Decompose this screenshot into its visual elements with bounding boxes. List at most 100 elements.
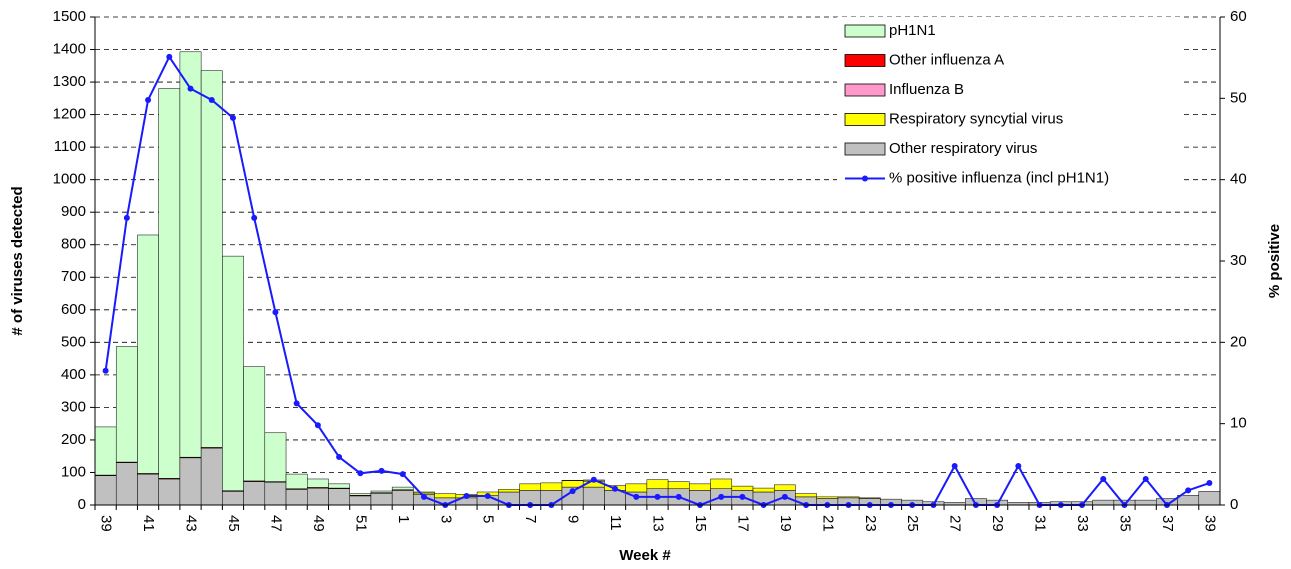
x-axis-title: Week # <box>619 547 671 564</box>
bar-segment <box>434 493 457 499</box>
line-point <box>251 214 258 221</box>
bar-segment <box>349 495 372 506</box>
line-point <box>951 462 958 469</box>
line-point <box>102 367 109 374</box>
x-tick-label: 45 <box>225 515 242 532</box>
x-tick-label: 21 <box>819 515 836 532</box>
y-tick-label: 1200 <box>53 106 86 123</box>
line-point <box>166 53 173 60</box>
bar-segment <box>285 489 308 506</box>
line-point <box>357 470 364 477</box>
line-point <box>1100 475 1107 482</box>
bar-segment <box>646 479 669 489</box>
bar-segment <box>370 490 393 493</box>
x-tick-label: 27 <box>947 515 964 532</box>
x-tick-label: 1 <box>395 515 412 523</box>
bar-segment <box>1092 499 1115 506</box>
line-point <box>739 493 746 500</box>
y2-tick-label: 30 <box>1230 252 1247 269</box>
x-tick-label: 49 <box>310 515 327 532</box>
x-tick-label: 43 <box>183 515 200 532</box>
bar-segment <box>391 486 414 490</box>
bar-segment <box>285 473 308 489</box>
bar-segment <box>752 487 775 493</box>
y-tick-label: 300 <box>61 398 86 415</box>
bar-segment <box>243 481 266 506</box>
y2-tick-label: 20 <box>1230 333 1247 350</box>
bar-segment <box>1198 491 1221 506</box>
line-point <box>208 96 215 103</box>
legend: pH1N1 Other influenza A Influenza B Respira… <box>837 17 1182 198</box>
bar-segment <box>391 490 414 506</box>
bar-segment <box>731 485 754 491</box>
bar-segment <box>307 478 329 488</box>
bar-segment <box>582 486 605 506</box>
bar-segment <box>540 482 563 491</box>
bar-segment <box>200 70 223 448</box>
y-tick-label: 1300 <box>53 73 86 90</box>
x-tick-label: 37 <box>1159 515 1176 532</box>
y-tick-label: 200 <box>61 431 86 448</box>
bar-segment <box>158 478 181 506</box>
line-point <box>1015 462 1022 469</box>
line-point <box>421 493 428 500</box>
y-tick-label: 100 <box>61 463 86 480</box>
line-point <box>654 493 661 500</box>
y2-tick-label: 40 <box>1230 171 1247 188</box>
y2-tick-label: 60 <box>1230 8 1247 25</box>
line-point <box>399 471 406 478</box>
y-tick-label: 500 <box>61 333 86 350</box>
legend-swatch <box>844 54 886 67</box>
line-point <box>612 485 619 492</box>
legend-label: Influenza B <box>889 81 964 98</box>
bar-segment <box>370 493 393 506</box>
line-point <box>1206 480 1213 487</box>
line-point <box>718 493 725 500</box>
legend-box <box>837 17 1182 198</box>
line-point <box>145 96 152 103</box>
legend-swatch <box>844 83 886 97</box>
bar-segment <box>328 488 350 506</box>
y-axis-title: # of viruses detected <box>9 186 26 335</box>
x-tick-label: 47 <box>267 515 284 532</box>
bar-segment <box>413 491 435 494</box>
legend-label: Other respiratory virus <box>889 140 1037 157</box>
bar-segment <box>816 496 839 499</box>
bar-segment <box>689 483 711 491</box>
y-tick-label: 600 <box>61 301 86 318</box>
x-tick-label: 39 <box>98 515 115 532</box>
legend-swatch-dot <box>862 175 868 182</box>
bar-segment <box>222 491 244 506</box>
bar-segment <box>179 51 202 458</box>
x-tick-label: 35 <box>1117 515 1134 532</box>
bar-segment <box>115 346 138 463</box>
line-point <box>229 114 236 121</box>
bar-segment <box>115 462 138 506</box>
x-tick-label: 15 <box>692 515 709 532</box>
bar-segment <box>137 234 159 474</box>
y2-axis-title: % positive <box>1266 224 1283 298</box>
bar-segment <box>1134 499 1157 506</box>
bar-segment <box>773 484 796 491</box>
legend-label: Other influenza A <box>889 51 1004 68</box>
x-tick-label: 23 <box>862 515 879 532</box>
bar-segment <box>349 493 372 496</box>
x-tick-label: 41 <box>140 515 157 532</box>
legend-label: pH1N1 <box>889 22 936 39</box>
line-point <box>314 422 321 429</box>
y-tick-label: 1100 <box>54 138 86 155</box>
legend-swatch <box>844 142 886 156</box>
bar-segment <box>158 88 181 479</box>
x-tick-label: 33 <box>1074 515 1091 532</box>
bar-segment <box>264 432 287 482</box>
line-point <box>336 454 343 461</box>
y-tick-label: 1000 <box>53 171 86 188</box>
legend-label: Respiratory syncytial virus <box>889 110 1063 127</box>
bar-segment <box>710 478 733 489</box>
line-point <box>590 476 597 483</box>
y-tick-label: 700 <box>61 268 86 285</box>
y-tick-label: 400 <box>61 366 86 383</box>
x-tick-label: 9 <box>565 515 582 523</box>
bar-segment <box>328 483 350 489</box>
bar-segment <box>519 483 542 491</box>
